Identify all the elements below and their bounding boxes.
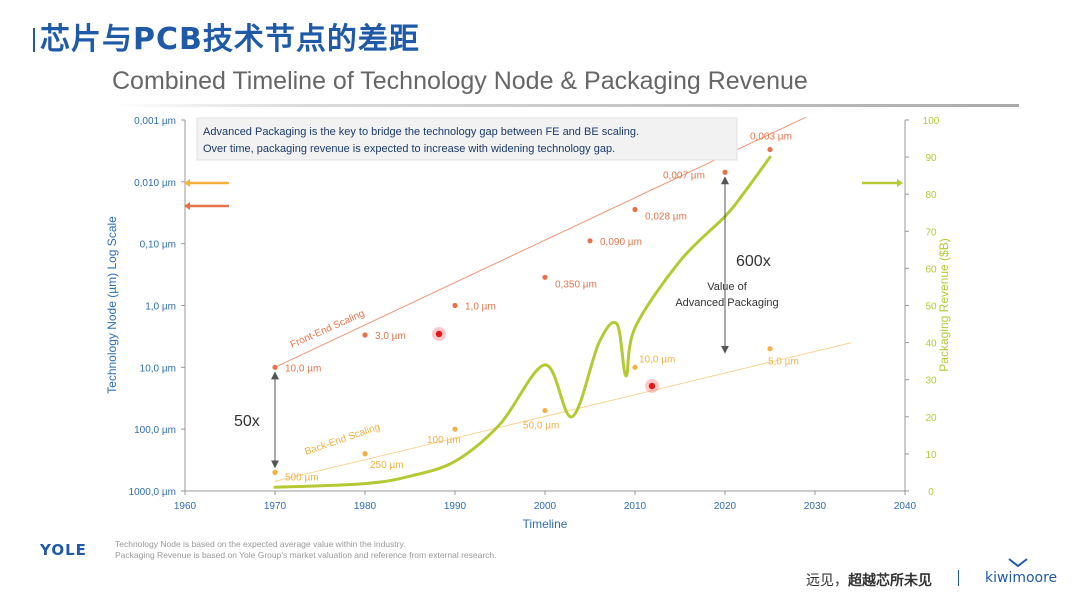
x-tick-label: 1970: [264, 501, 287, 512]
annotation-line-2: Over time, packaging revenue is expected…: [203, 143, 615, 155]
slide-title: 芯片与PCB技术节点的差距: [33, 14, 420, 58]
chart-title: Combined Timeline of Technology Node & P…: [112, 67, 808, 95]
front-end-point: [272, 364, 278, 370]
footer-divider: [958, 570, 959, 586]
footnote: Technology Node is based on the expected…: [115, 539, 497, 561]
back-end-point: [632, 364, 638, 370]
x-axis-title: Timeline: [523, 517, 568, 531]
y-right-tick-label: 30: [925, 376, 937, 387]
value-label-line-2: Advanced Packaging: [675, 297, 778, 309]
footnote-line-2: Packaging Revenue is based on Yole Group…: [115, 550, 497, 560]
brand-logo: kiwimoore: [985, 570, 1058, 586]
front-end-point: [542, 274, 548, 280]
x-tick-label: 2010: [624, 501, 647, 512]
pointer-dot: [648, 382, 656, 390]
front-end-point: [632, 206, 638, 213]
front-end-point: [722, 169, 728, 175]
title-divider: [112, 104, 1019, 107]
front-end-point: [362, 332, 368, 338]
y-right-tick-label: 100: [923, 116, 940, 127]
front-end-point-label: 1,0 µm: [465, 302, 496, 313]
revenue-axis-arrowhead: [897, 179, 903, 187]
back-end-trend-label: Back-End Scaling: [303, 422, 381, 458]
annotation-box: [196, 117, 738, 161]
x-tick-label: 1990: [444, 501, 467, 512]
front-end-point-label: 10,0 µm: [285, 363, 321, 374]
gap-label-start: 50x: [234, 413, 260, 430]
back-end-point: [452, 426, 458, 432]
y-right-tick-label: 60: [925, 264, 937, 275]
y-right-tick-label: 80: [925, 190, 937, 201]
annotation-line-1: Advanced Packaging is the key to bridge …: [203, 126, 639, 138]
back-end-trend-line: [274, 342, 852, 482]
back-end-point-label: 500 µm: [285, 472, 319, 483]
x-tick-label: 2000: [534, 501, 557, 512]
front-end-point-label: 0,007 µm: [663, 170, 705, 181]
front-end-point-label: 0,350 µm: [555, 279, 597, 290]
y-right-tick-label: 50: [925, 302, 937, 313]
y-left-tick-label: 0,10 µm: [140, 240, 176, 251]
slogan-prefix: 远见，: [806, 573, 848, 589]
x-tick-label: 1980: [354, 501, 377, 512]
y-left-tick-label: 1000,0 µm: [129, 487, 176, 498]
pointer-dot: [435, 330, 443, 338]
y-left-axis-title: Technology Node (µm) Log Scale: [105, 216, 119, 394]
y-right-tick-label: 20: [925, 413, 937, 424]
front-end-point-label: 0,028 µm: [645, 211, 687, 222]
back-end-axis-arrowhead: [184, 179, 190, 187]
x-tick-label: 2020: [714, 501, 737, 512]
back-end-point: [362, 451, 368, 457]
y-left-tick-label: 0,010 µm: [134, 178, 176, 189]
gap-label-end: 600x: [736, 253, 771, 270]
front-end-point: [452, 302, 458, 309]
y-right-tick-label: 40: [925, 339, 937, 350]
y-right-tick-label: 10: [925, 450, 937, 461]
value-label-line-1: Value of: [707, 281, 747, 293]
y-left-tick-label: 10,0 µm: [140, 363, 176, 374]
back-end-point-label: 50,0 µm: [523, 421, 559, 432]
yole-logo: YOLE: [40, 541, 87, 559]
back-end-point-label: 100 µm: [427, 435, 461, 446]
front-end-point-label: 0,090 µm: [600, 237, 642, 248]
x-tick-label: 1960: [174, 501, 197, 512]
back-end-point-label: 10,0 µm: [639, 354, 675, 365]
front-end-point: [587, 238, 593, 244]
y-left-tick-label: 100,0 µm: [134, 425, 176, 436]
back-end-point: [767, 346, 773, 352]
x-tick-label: 2040: [894, 501, 917, 512]
y-left-tick-label: 0,001 µm: [134, 116, 176, 127]
y-right-tick-label: 70: [925, 227, 937, 238]
back-end-point-label: 5,0 µm: [768, 357, 799, 368]
front-end-point: [767, 146, 773, 153]
kiwimoore-chevron-icon: [1008, 558, 1028, 568]
front-end-point-label: 3,0 µm: [375, 331, 406, 342]
y-right-axis-title: Packaging Revenue ($B): [937, 238, 951, 371]
footnote-line-1: Technology Node is based on the expected…: [115, 539, 406, 549]
slogan: 远见，超越芯所未见: [806, 570, 932, 590]
back-end-point: [542, 407, 548, 414]
back-end-point: [272, 469, 278, 475]
title-accent-bar: [33, 28, 35, 52]
packaging-revenue-line: [273, 155, 772, 489]
slogan-bold: 超越芯所未见: [848, 573, 932, 589]
slide-title-text: 芯片与PCB技术节点的差距: [40, 22, 420, 57]
y-right-tick-label: 0: [928, 487, 934, 498]
front-end-point-label: 0,003 µm: [750, 132, 792, 143]
x-tick-label: 2030: [804, 501, 827, 512]
front-end-axis-arrowhead: [184, 202, 190, 210]
y-left-tick-label: 1,0 µm: [145, 302, 176, 313]
back-end-point-label: 250 µm: [370, 460, 404, 471]
y-right-tick-label: 90: [925, 153, 937, 164]
